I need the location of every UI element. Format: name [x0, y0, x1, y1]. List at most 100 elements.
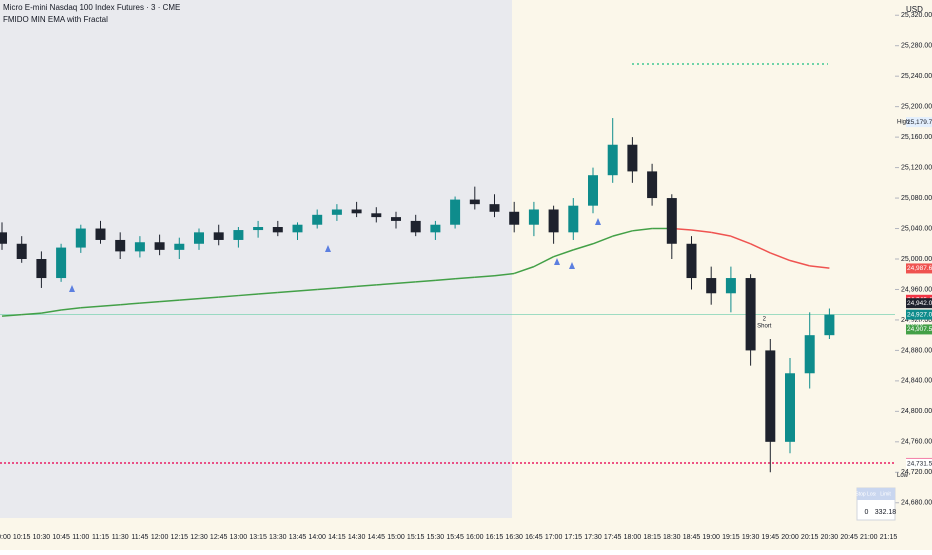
x-tick-label: 18:30	[663, 534, 681, 541]
price-tag	[906, 309, 932, 320]
x-tick-label: 19:30	[742, 534, 760, 541]
y-tick-label: 24,720.00	[901, 469, 932, 476]
price-tag-label: 24,987.60	[907, 265, 932, 272]
x-tick-label: 19:00	[702, 534, 720, 541]
candle-body	[233, 230, 244, 240]
x-tick-label: 12:00	[151, 534, 169, 541]
x-tick-label: 21:15	[880, 534, 898, 541]
price-tag	[906, 324, 932, 335]
y-tick-label: 24,800.00	[901, 408, 932, 415]
ema-segment	[218, 294, 239, 298]
candle-body	[95, 228, 106, 240]
x-tick-label: 19:45	[762, 534, 780, 541]
ema-segment	[336, 285, 357, 289]
candle-body	[213, 232, 224, 240]
ema-segment	[455, 276, 475, 280]
candle-body	[568, 205, 579, 233]
ema-segment	[317, 287, 337, 291]
x-tick-label: 10:00	[0, 534, 11, 541]
x-tick-label: 12:45	[210, 534, 228, 541]
price-tag-label: 24,942.00	[907, 300, 932, 307]
x-tick-label: 10:15	[13, 534, 31, 541]
y-tick-label: 25,200.00	[901, 103, 932, 110]
x-tick-label: 14:15	[328, 534, 346, 541]
ema-segment	[277, 290, 298, 294]
candle-body	[686, 243, 697, 279]
x-tick-label: 11:15	[92, 534, 109, 541]
candle-body	[804, 335, 815, 374]
x-tick-label: 13:45	[289, 534, 307, 541]
x-tick-label: 20:30	[821, 534, 839, 541]
table-value: 0	[865, 509, 869, 516]
candle-body	[607, 144, 618, 176]
candle-body	[16, 243, 27, 259]
candle-body	[450, 199, 461, 225]
candle-body	[134, 242, 145, 252]
signal-count: 2	[763, 317, 767, 323]
price-tag	[906, 263, 932, 274]
x-tick-label: 17:30	[584, 534, 602, 541]
candle-body	[725, 278, 736, 294]
y-tick-label: 24,960.00	[901, 286, 932, 293]
candle-body	[56, 247, 67, 279]
price-tag	[906, 458, 932, 469]
y-tick-label: 25,000.00	[901, 256, 932, 263]
candle-body	[706, 278, 717, 294]
candle-body	[785, 373, 795, 442]
ema-segment	[494, 272, 515, 277]
indicator-name: FMIDO MIN EMA with Fractal	[3, 15, 108, 24]
candle-body	[351, 209, 362, 214]
candle-body	[391, 217, 401, 221]
price-tag-label: 24,927.00	[907, 311, 932, 318]
candle-body	[410, 220, 421, 233]
x-tick-label: 11:45	[131, 534, 148, 541]
table-header-bg	[857, 488, 876, 500]
candle-body	[154, 242, 165, 250]
ema-segment	[789, 259, 810, 267]
low-label: Low	[897, 473, 909, 479]
candle-body	[331, 209, 342, 215]
ema-segment	[474, 275, 495, 279]
ema-segment	[198, 296, 219, 300]
price-tag-label: 24,731.50	[907, 460, 932, 467]
x-tick-label: 21:00	[860, 534, 878, 541]
x-tick-label: 15:00	[387, 534, 405, 541]
ema-segment	[41, 309, 62, 314]
ema-segment	[612, 230, 633, 237]
ema-segment	[80, 305, 101, 309]
candle-body	[371, 213, 382, 218]
y-tick-label: 25,320.00	[901, 12, 932, 19]
x-tick-label: 15:30	[427, 534, 445, 541]
ema-segment	[750, 243, 771, 254]
y-tick-label: 25,040.00	[901, 225, 932, 232]
ema-segment	[159, 299, 180, 303]
ema-segment	[376, 282, 397, 286]
ema-segment	[513, 265, 535, 275]
x-tick-label: 16:15	[486, 534, 504, 541]
x-tick-label: 14:45	[368, 534, 386, 541]
ema-segment	[21, 312, 42, 316]
y-tick-label: 24,680.00	[901, 500, 932, 507]
candle-body	[824, 314, 835, 336]
x-tick-label: 15:45	[446, 534, 464, 541]
candle-body	[174, 243, 185, 250]
x-tick-label: 11:00	[72, 534, 89, 541]
x-tick-label: 14:00	[308, 534, 326, 541]
candle-body	[469, 199, 480, 205]
ema-segment	[533, 256, 554, 268]
ema-segment	[770, 252, 791, 262]
ema-segment	[573, 243, 594, 251]
x-tick-label: 17:45	[604, 534, 622, 541]
ema-segment	[100, 303, 121, 307]
candle-body	[194, 232, 204, 244]
candle-body	[36, 259, 47, 279]
x-tick-label: 11:30	[112, 534, 129, 541]
candle-body	[0, 232, 7, 244]
candle-body	[745, 278, 756, 351]
currency: USD	[906, 5, 923, 14]
ema-segment	[139, 300, 160, 304]
ema-segment	[395, 281, 416, 285]
candle-body	[75, 228, 86, 248]
